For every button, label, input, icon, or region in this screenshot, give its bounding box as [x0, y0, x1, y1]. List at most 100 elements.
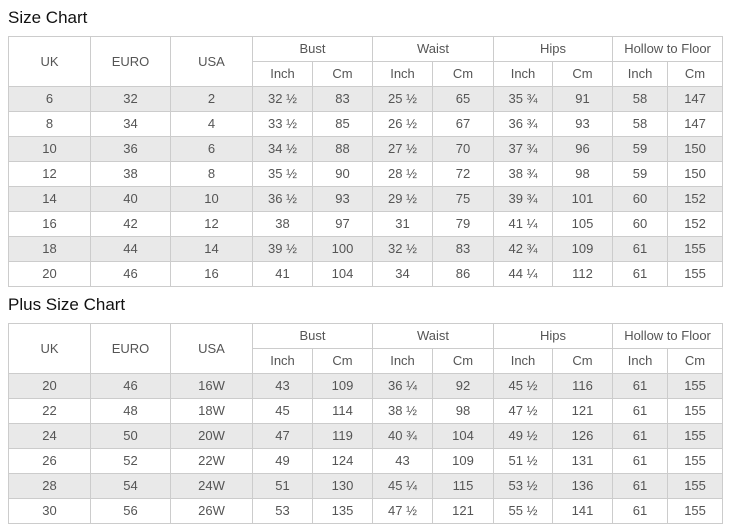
table-cell: 155: [667, 373, 724, 399]
header-row-groups: UK EURO USA Bust Waist Hips Hollow to Floor: [8, 323, 724, 374]
table-cell: 42 ¾: [493, 236, 554, 262]
table-cell: 47 ½: [372, 498, 434, 524]
table-cell: 131: [552, 448, 614, 474]
group-header: Waist: [372, 36, 495, 62]
table-cell: 10: [8, 136, 91, 162]
table-cell: 22: [8, 398, 91, 424]
table-row: 30 56 26W 53 135 47 ½ 121 55 ½ 141 61 155: [8, 498, 724, 524]
table-cell: 31: [372, 211, 434, 237]
size-chart-table: UK EURO USA Bust Waist Hips Hollow to Floor Inc…: [8, 36, 724, 287]
table-cell: 40: [90, 186, 171, 212]
table-cell: 58: [612, 111, 669, 137]
table-cell: 39 ¾: [493, 186, 554, 212]
table-cell: 18W: [170, 398, 253, 424]
table-cell: 124: [311, 448, 374, 474]
table-cell: 8: [8, 111, 91, 137]
table-cell: 86: [432, 261, 495, 287]
table-cell: 130: [311, 473, 374, 499]
table-cell: 155: [667, 498, 724, 524]
table-row: 28 54 24W 51 130 45 ¼ 115 53 ½ 136 61 155: [8, 473, 724, 499]
table-cell: 100: [311, 236, 374, 262]
table-cell: 98: [432, 398, 495, 424]
table-cell: 6: [170, 136, 253, 162]
table-cell: 53 ½: [493, 473, 554, 499]
unit-header: Inch: [372, 61, 434, 87]
table-cell: 114: [311, 398, 374, 424]
table-cell: 37 ¾: [493, 136, 554, 162]
table-body: 6 32 2 32 ½ 83 25 ½ 65 35 ¾ 91 58 147 8 34 4 33 ½ 85 26 …: [8, 86, 724, 287]
table-cell: 36 ¼: [372, 373, 434, 399]
table-cell: 47 ½: [493, 398, 554, 424]
table-cell: 22W: [170, 448, 253, 474]
table-cell: 109: [432, 448, 495, 474]
table-cell: 96: [552, 136, 614, 162]
table-cell: 49 ½: [493, 423, 554, 449]
table-cell: 10: [170, 186, 253, 212]
table-cell: 41 ¼: [493, 211, 554, 237]
table-cell: 36 ½: [252, 186, 313, 212]
group-header: Hollow to Floor: [612, 36, 724, 62]
group-header: Hollow to Floor: [612, 323, 724, 349]
table-cell: 101: [552, 186, 614, 212]
table-cell: 45 ½: [493, 373, 554, 399]
table-row: 26 52 22W 49 124 43 109 51 ½ 131 61 155: [8, 448, 724, 474]
table-cell: 44 ¼: [493, 261, 554, 287]
table-cell: 28: [8, 473, 91, 499]
unit-header: Inch: [252, 61, 313, 87]
table-cell: 33 ½: [252, 111, 313, 137]
table-cell: 152: [667, 211, 724, 237]
table-cell: 18: [8, 236, 91, 262]
table-cell: 30: [8, 498, 91, 524]
header-row-units: Inch Cm Inch Cm Inch Cm Inch Cm: [9, 61, 724, 87]
table-cell: 155: [667, 236, 724, 262]
table-cell: 6: [8, 86, 91, 112]
table-cell: 24W: [170, 473, 253, 499]
table-body: 20 46 16W 43 109 36 ¼ 92 45 ½ 116 61 155 22 48 18W 45 1…: [8, 373, 724, 524]
table-cell: 92: [432, 373, 495, 399]
size-chart-title: Size Chart: [8, 8, 88, 27]
table-cell: 46: [90, 373, 171, 399]
table-cell: 90: [311, 161, 374, 187]
table-cell: 39 ½: [252, 236, 313, 262]
column-header: USA: [170, 36, 253, 87]
size-chart-section: Size Chart UK EURO USA Bust Waist Hips Hollow …: [8, 8, 724, 287]
group-header: Waist: [372, 323, 495, 349]
table-cell: 26 ½: [372, 111, 434, 137]
table-cell: 16: [8, 211, 91, 237]
table-cell: 59: [612, 161, 669, 187]
plus-size-chart-title: Plus Size Chart: [8, 295, 126, 314]
unit-header: Inch: [493, 348, 554, 374]
table-cell: 35 ¾: [493, 86, 554, 112]
unit-header: Inch: [612, 61, 669, 87]
table-cell: 35 ½: [252, 161, 313, 187]
table-cell: 32 ½: [372, 236, 434, 262]
unit-header: Cm: [311, 348, 374, 374]
table-cell: 91: [552, 86, 614, 112]
table-cell: 47: [252, 423, 313, 449]
table-cell: 4: [170, 111, 253, 137]
table-cell: 116: [552, 373, 614, 399]
table-row: 18 44 14 39 ½ 100 32 ½ 83 42 ¾ 109 61 155: [8, 236, 724, 262]
unit-header: Cm: [552, 61, 614, 87]
table-cell: 119: [311, 423, 374, 449]
table-cell: 34: [372, 261, 434, 287]
table-cell: 52: [90, 448, 171, 474]
table-cell: 51: [252, 473, 313, 499]
table-cell: 42: [90, 211, 171, 237]
table-cell: 60: [612, 186, 669, 212]
table-cell: 43: [252, 373, 313, 399]
table-row: 20 46 16W 43 109 36 ¼ 92 45 ½ 116 61 155: [8, 373, 724, 399]
table-cell: 48: [90, 398, 171, 424]
table-cell: 150: [667, 161, 724, 187]
table-cell: 104: [432, 423, 495, 449]
table-cell: 36: [90, 136, 171, 162]
unit-header: Inch: [493, 61, 554, 87]
column-header: EURO: [90, 36, 171, 87]
table-cell: 2: [170, 86, 253, 112]
table-row: 20 46 16 41 104 34 86 44 ¼ 112 61 155: [8, 261, 724, 287]
table-cell: 97: [311, 211, 374, 237]
table-cell: 8: [170, 161, 253, 187]
table-cell: 115: [432, 473, 495, 499]
unit-header: Cm: [667, 61, 724, 87]
